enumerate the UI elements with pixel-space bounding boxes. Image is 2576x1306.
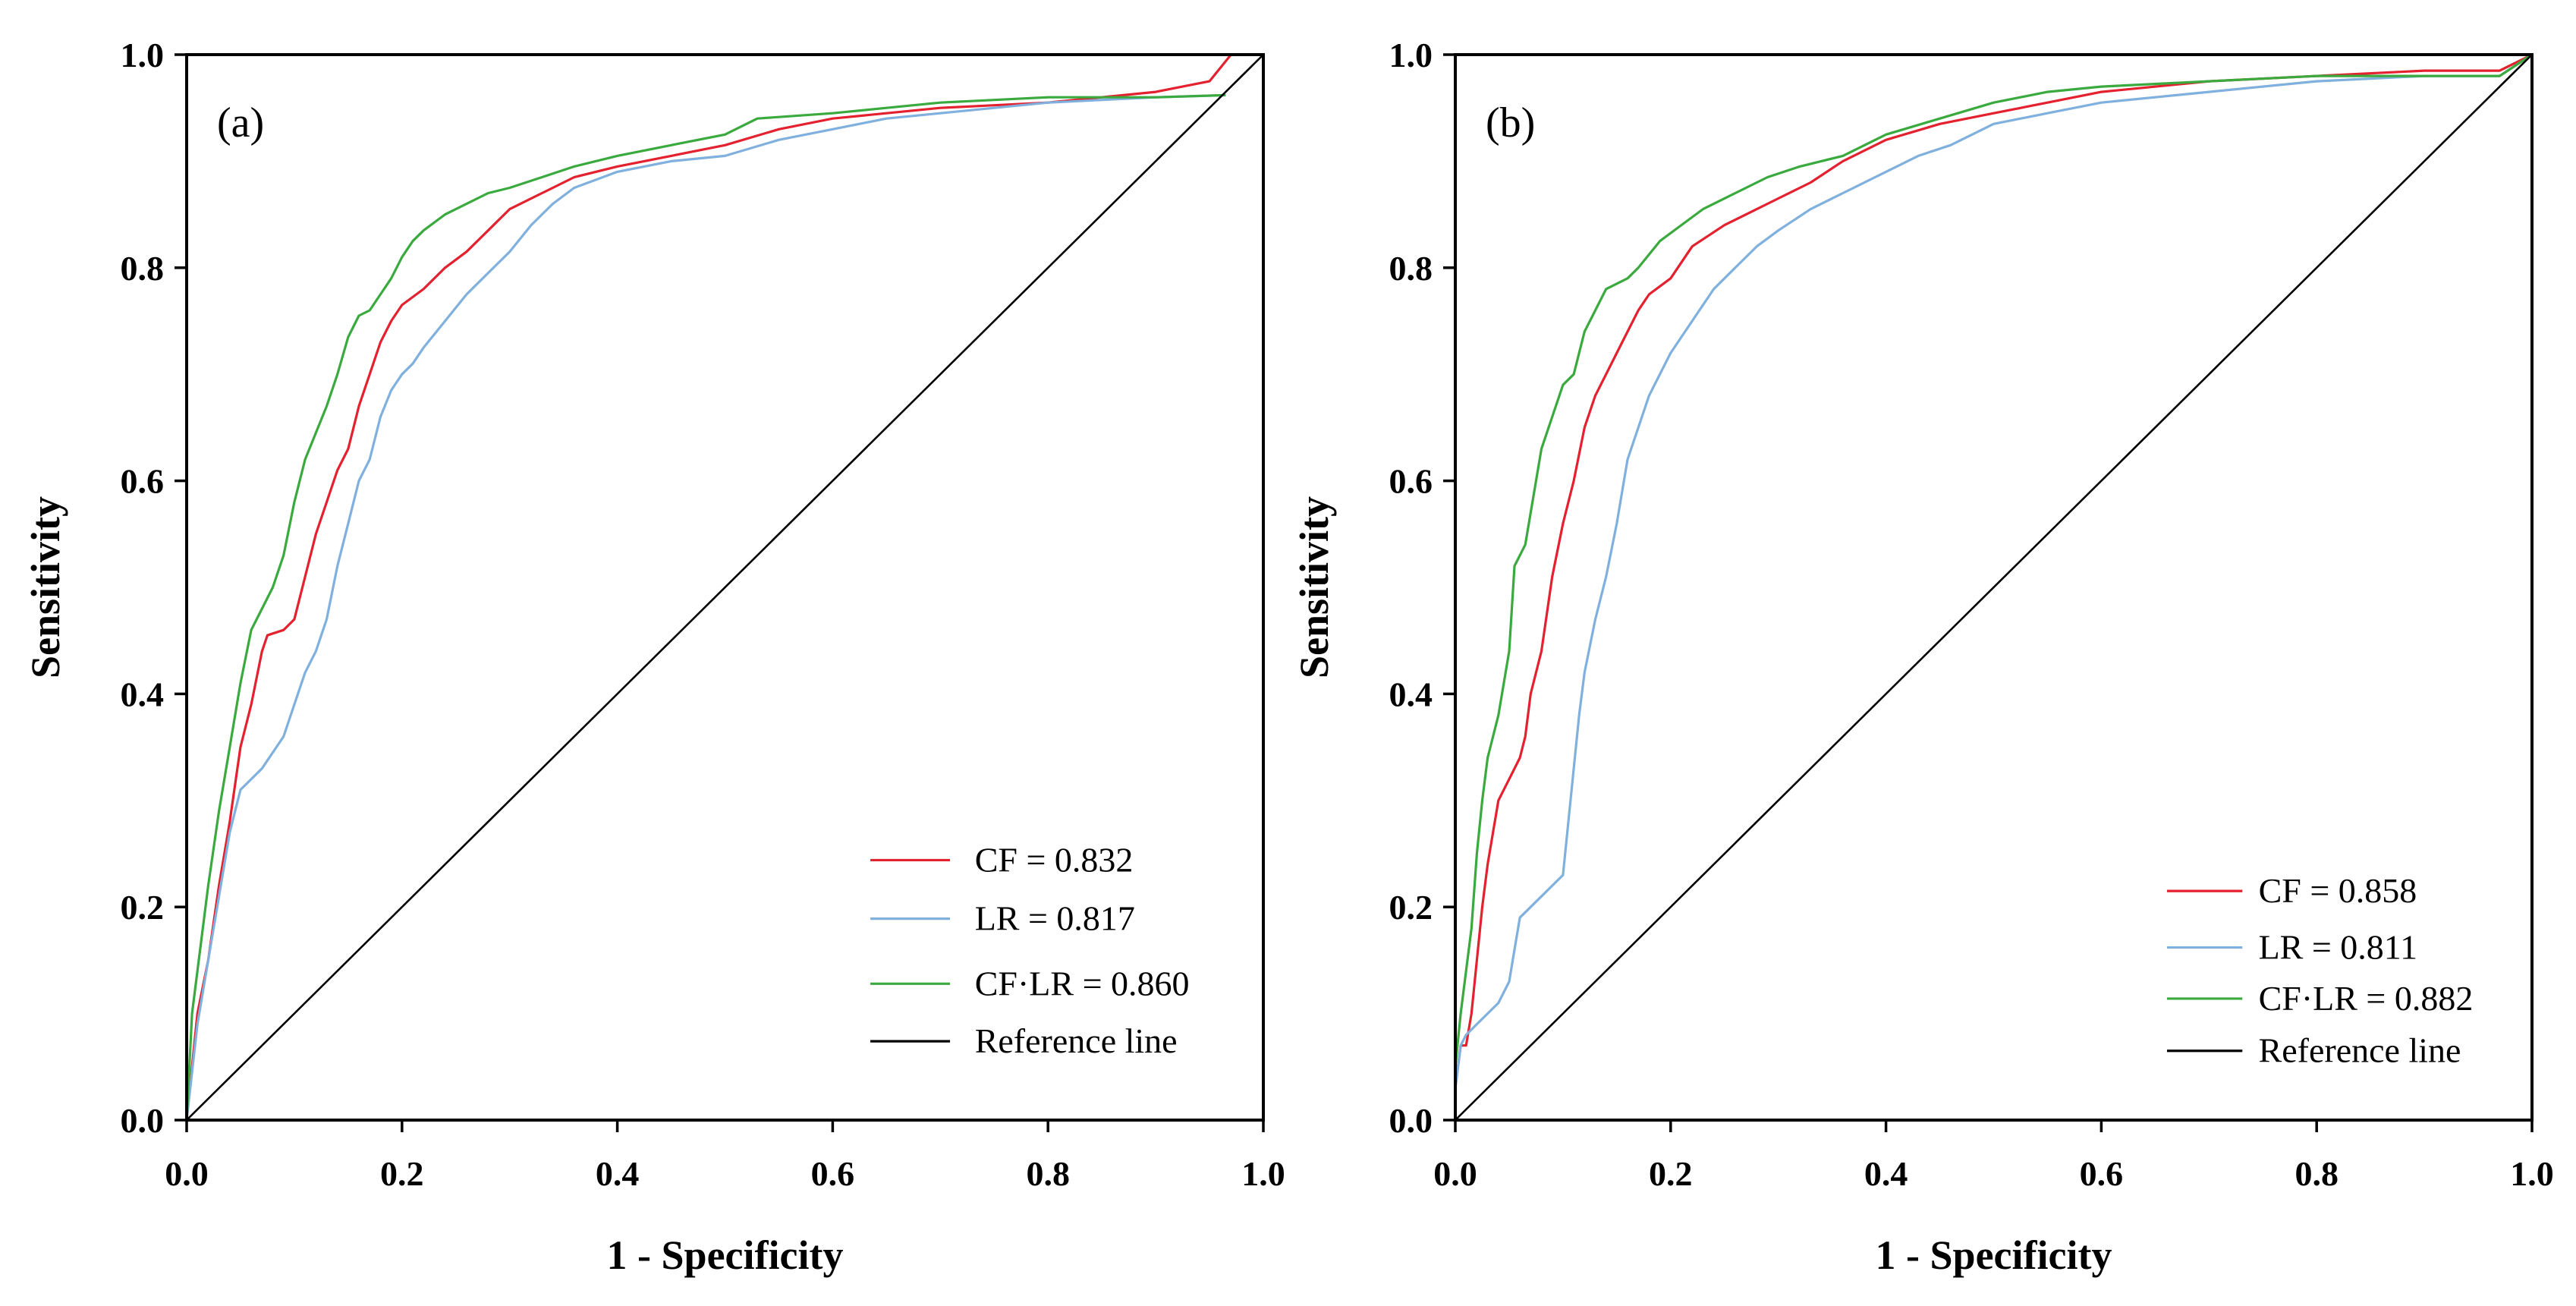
- lr-roc-curve: [1454, 53, 2533, 1089]
- x-tick-label: 0.8: [1026, 1154, 1070, 1193]
- legend-label: CF·LR = 0.860: [975, 964, 1190, 1002]
- y-tick-label: 0.6: [1389, 462, 1433, 501]
- plot-frame: [185, 53, 1265, 1122]
- cf-roc-curve: [1454, 53, 2533, 1089]
- roc-panel-b: 0.0 0.2 0.4 0.6 0.8 1.0 0.0 0.2 0.4 0.6 0.8 1.0 1 - …: [1291, 36, 2554, 1278]
- x-tick-label: 0.4: [596, 1154, 640, 1193]
- y-tick-label: 0.4: [121, 675, 165, 713]
- legend-label: Reference line: [2259, 1031, 2461, 1070]
- roc-panel-a: 0.0 0.2 0.4 0.6 0.8 1.0 0.0 0.2 0.4 0.6 0.8 1.0 1 - …: [23, 36, 1285, 1278]
- panel-label: (a): [217, 99, 264, 146]
- y-axis-label: Sensitivity: [1291, 496, 1337, 678]
- x-tick-label: 0.2: [380, 1154, 424, 1193]
- x-tick-label: 0.0: [165, 1154, 209, 1193]
- legend: CF = 0.858 LR = 0.811 CF·LR = 0.882 Referen…: [2166, 871, 2474, 1070]
- reference-line: [1455, 54, 2533, 1121]
- y-tick-label: 0.4: [1389, 675, 1433, 713]
- y-tick-label: 0.2: [1389, 888, 1433, 927]
- lr-roc-curve: [185, 93, 1226, 1121]
- y-tick-label: 0.8: [121, 249, 165, 288]
- x-tick-label: 0.2: [1649, 1154, 1693, 1193]
- cf-roc-curve: [185, 53, 1263, 1121]
- y-tick-label: 0.0: [1389, 1101, 1433, 1140]
- y-tick-label: 1.0: [121, 36, 165, 74]
- legend-label: LR = 0.811: [2259, 928, 2418, 967]
- x-tick-label: 0.0: [1433, 1154, 1477, 1193]
- x-tick-label: 0.6: [2080, 1154, 2124, 1193]
- x-tick-label: 0.8: [2294, 1154, 2339, 1193]
- x-axis-label: 1 - Specificity: [607, 1232, 844, 1278]
- legend: CF = 0.832 LR = 0.817 CF·LR = 0.860 Referen…: [870, 840, 1190, 1060]
- x-axis-label: 1 - Specificity: [1876, 1232, 2112, 1278]
- x-tick-label: 0.4: [1864, 1154, 1908, 1193]
- y-tick-label: 0.8: [1389, 249, 1433, 288]
- cf-lr-roc-curve: [1454, 53, 2533, 1067]
- x-tick-label: 0.6: [811, 1154, 855, 1193]
- curves: [185, 53, 1264, 1121]
- y-tick-label: 0.2: [121, 888, 165, 927]
- y-axis-label: Sensitivity: [23, 496, 68, 678]
- legend-label: CF = 0.832: [975, 840, 1134, 879]
- panel-label: (b): [1486, 99, 1535, 146]
- legend-label: CF = 0.858: [2259, 871, 2417, 910]
- x-tick-label: 1.0: [2510, 1154, 2554, 1193]
- plot-frame: [1454, 53, 2534, 1122]
- curves: [1454, 53, 2533, 1121]
- legend-label: LR = 0.817: [975, 899, 1135, 938]
- reference-line: [186, 54, 1264, 1121]
- legend-label: CF·LR = 0.882: [2259, 979, 2474, 1018]
- x-tick-label: 1.0: [1241, 1154, 1285, 1193]
- y-tick-label: 0.6: [121, 462, 165, 501]
- cf-lr-roc-curve: [185, 93, 1226, 1121]
- y-tick-label: 0.0: [121, 1101, 165, 1140]
- legend-label: Reference line: [975, 1021, 1178, 1060]
- y-tick-label: 1.0: [1389, 36, 1433, 74]
